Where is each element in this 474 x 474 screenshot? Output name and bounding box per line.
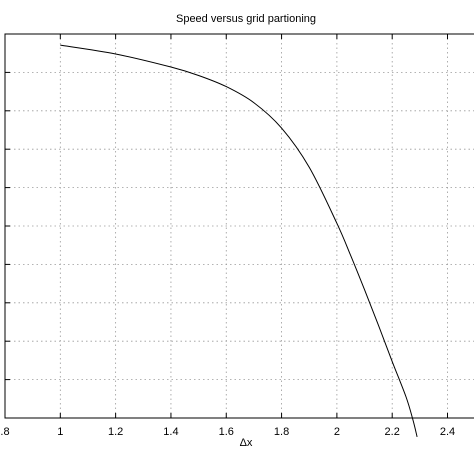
x-tick-label: 1: [57, 426, 63, 438]
x-tick-label: 2.2: [385, 426, 400, 438]
series-line: [60, 44, 418, 437]
x-tick-label: 1.2: [108, 426, 123, 438]
axis-ticks: .8 1 1.2 1.4 1.6 1.8 2 2.2 2.4: [0, 34, 455, 438]
series-group: [60, 44, 418, 437]
x-axis-label: Δx: [240, 437, 253, 449]
chart-title: Speed versus grid partioning: [176, 13, 316, 25]
grid-lines: [5, 34, 474, 418]
x-tick-label: 1.4: [163, 426, 178, 438]
x-tick-label: 1.6: [219, 426, 234, 438]
x-tick-label: .8: [0, 426, 9, 438]
x-tick-label: 2: [334, 426, 340, 438]
x-tick-label: 2.4: [440, 426, 455, 438]
x-tick-label: 1.8: [274, 426, 289, 438]
